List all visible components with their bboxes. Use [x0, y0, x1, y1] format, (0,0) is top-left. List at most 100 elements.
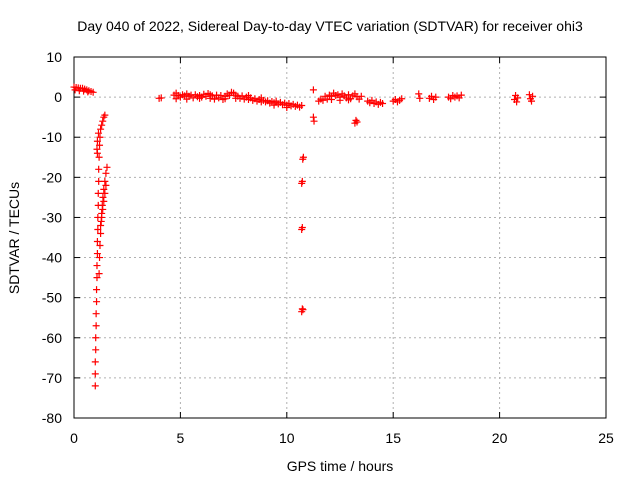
data-point — [71, 86, 79, 94]
data-point — [327, 96, 335, 104]
data-point — [345, 96, 353, 104]
y-tick-label: 10 — [46, 49, 62, 65]
y-tick-label: 0 — [54, 89, 62, 105]
data-point — [95, 153, 103, 161]
data-point — [93, 286, 101, 294]
data-point — [96, 133, 104, 141]
data-point — [102, 181, 110, 189]
y-tick-label: -50 — [42, 290, 62, 306]
data-point — [94, 189, 102, 197]
x-tick-label: 0 — [70, 430, 78, 446]
data-point — [157, 94, 165, 102]
data-point — [96, 242, 104, 250]
x-axis-label: GPS time / hours — [287, 458, 394, 474]
data-point — [95, 177, 103, 185]
y-axis-label: SDTVAR / TECUs — [6, 182, 22, 294]
data-point — [336, 96, 344, 104]
data-point — [513, 98, 521, 106]
data-point — [99, 117, 107, 125]
data-point — [299, 306, 307, 314]
data-point — [92, 310, 100, 318]
data-point — [528, 97, 536, 105]
data-point — [95, 165, 103, 173]
data-point — [206, 91, 214, 99]
data-point — [97, 125, 105, 133]
data-point — [93, 298, 101, 306]
y-tick-label: -10 — [42, 129, 62, 145]
data-point — [172, 95, 180, 103]
data-point — [183, 95, 191, 103]
data-point — [298, 102, 306, 110]
data-point — [93, 274, 101, 282]
data-point — [283, 104, 291, 112]
y-tick-label: -40 — [42, 250, 62, 266]
data-point — [95, 270, 103, 278]
y-tick-label: -60 — [42, 330, 62, 346]
data-point — [270, 101, 278, 109]
data-point — [97, 229, 105, 237]
data-point — [93, 250, 101, 258]
data-point — [101, 177, 109, 185]
data-point — [298, 305, 306, 313]
y-tick-label: -30 — [42, 209, 62, 225]
data-point — [319, 96, 327, 104]
data-point — [529, 92, 537, 100]
y-tick-label: -80 — [42, 410, 62, 426]
data-point — [196, 94, 204, 102]
data-point — [221, 95, 229, 103]
data-point — [84, 88, 92, 96]
data-point — [100, 197, 108, 205]
data-point — [357, 92, 365, 100]
y-tick-label: -20 — [42, 169, 62, 185]
data-point — [101, 189, 109, 197]
data-point — [457, 91, 465, 99]
data-point — [91, 370, 99, 378]
data-point — [514, 94, 522, 102]
data-point — [96, 254, 104, 262]
x-tick-label: 5 — [177, 430, 185, 446]
data-point — [398, 95, 406, 103]
plot-frame — [73, 56, 607, 419]
data-point — [92, 322, 100, 330]
x-tick-label: 15 — [385, 430, 401, 446]
data-point — [99, 205, 107, 213]
data-point — [257, 94, 265, 102]
data-point — [99, 193, 107, 201]
data-point — [353, 118, 361, 126]
x-tick-label: 25 — [598, 430, 614, 446]
data-point — [416, 94, 424, 102]
data-point — [80, 87, 88, 95]
data-point — [92, 334, 100, 342]
data-point — [93, 145, 101, 153]
data-point — [415, 90, 423, 98]
data-point — [101, 111, 109, 119]
data-point — [379, 100, 387, 108]
data-point — [309, 113, 317, 121]
data-point — [298, 177, 306, 185]
data-point — [93, 238, 101, 246]
data-point — [98, 213, 106, 221]
data-point — [432, 93, 440, 101]
chart-title: Day 040 of 2022, Sidereal Day-to-day VTE… — [77, 18, 583, 34]
data-point — [525, 91, 533, 99]
data-point — [91, 358, 99, 366]
data-point — [232, 94, 240, 102]
data-point — [98, 121, 106, 129]
data-point — [97, 221, 105, 229]
x-tick-label: 20 — [492, 430, 508, 446]
x-tick-label: 10 — [279, 430, 295, 446]
data-point — [298, 223, 306, 231]
data-point — [102, 169, 110, 177]
data-point — [310, 117, 318, 125]
axis-ticks: 0 5 10 15 20 25 10 0 -10 -20 -30 -40 -50 -60 -70 -80 — [42, 49, 614, 446]
data-point — [91, 382, 99, 390]
y-tick-label: -70 — [42, 370, 62, 386]
data-point — [299, 153, 307, 161]
data-point — [93, 137, 101, 145]
data-point — [94, 225, 102, 233]
data-point — [94, 129, 102, 137]
data-point — [92, 346, 100, 354]
data-point — [244, 92, 252, 100]
data-point — [93, 262, 101, 270]
data-point — [103, 163, 111, 171]
